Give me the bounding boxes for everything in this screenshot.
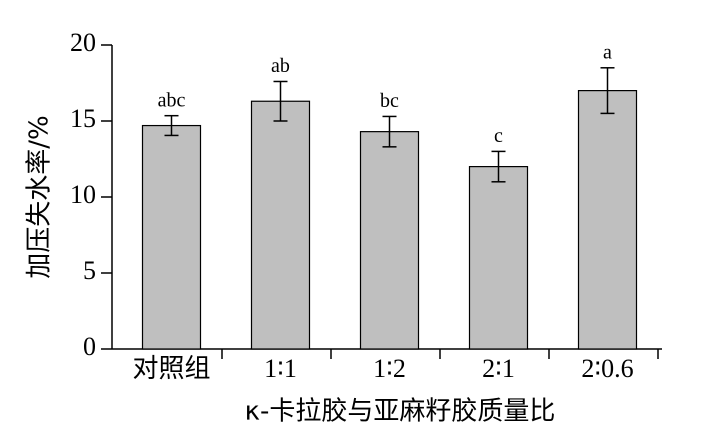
significance-label: a — [603, 41, 612, 63]
significance-label: bc — [380, 90, 399, 112]
y-tick-label: 10 — [70, 180, 96, 209]
x-tick-label: 1∶1 — [264, 354, 297, 383]
bar — [577, 89, 638, 350]
bar — [250, 100, 311, 350]
bar — [141, 124, 202, 350]
y-tick-label: 5 — [83, 256, 96, 285]
y-tick-label: 0 — [83, 332, 96, 361]
y-tick-label: 20 — [70, 28, 96, 57]
x-tick-label: 1∶2 — [373, 354, 406, 383]
x-tick-label: 2∶0.6 — [581, 354, 633, 383]
significance-label: ab — [271, 55, 290, 77]
x-tick-label: 对照组 — [132, 354, 210, 383]
x-tick-label: 2∶1 — [482, 354, 515, 383]
significance-label: c — [494, 125, 503, 147]
y-tick-label: 15 — [70, 104, 96, 133]
significance-label: abc — [158, 89, 186, 111]
y-axis-label: 加压失水率/% — [25, 115, 55, 278]
bar — [359, 131, 420, 350]
x-axis-label: κ-卡拉胶与亚麻籽胶质量比 — [245, 397, 556, 427]
bar — [468, 166, 529, 350]
